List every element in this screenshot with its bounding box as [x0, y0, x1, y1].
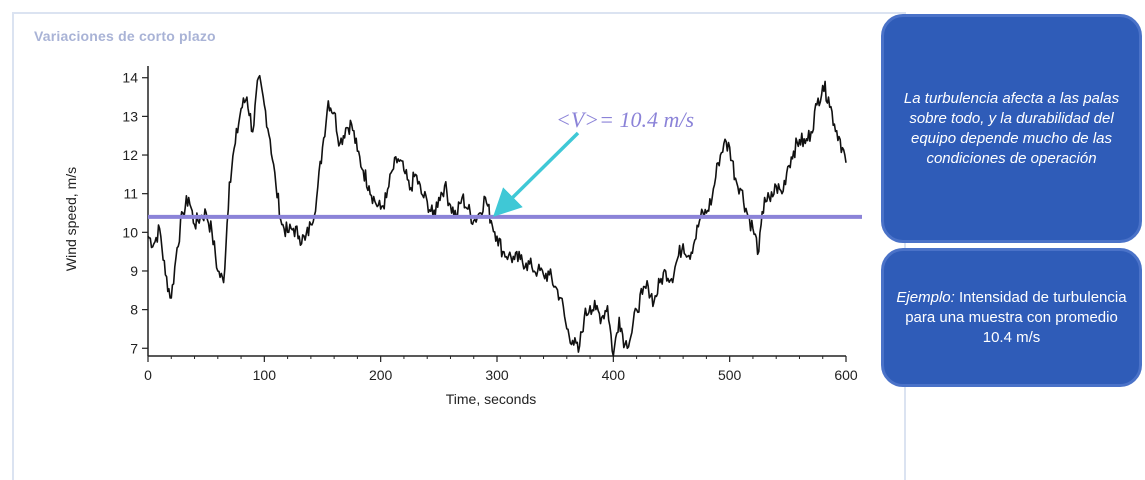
- y-tick-label: 8: [130, 302, 138, 318]
- y-tick-label: 7: [130, 340, 138, 356]
- example-label: Ejemplo:: [896, 288, 955, 306]
- y-axis-label: Wind speed, m/s: [63, 167, 79, 271]
- y-tick-label: 9: [130, 263, 138, 279]
- x-tick-label: 300: [485, 367, 509, 383]
- y-tick-label: 12: [122, 147, 138, 163]
- mean-arrow: [493, 131, 580, 217]
- wind-speed-chart: 0 100 200 300 400 500 600 7 8 9 10 11 12 13 14 Time, se…: [63, 66, 862, 407]
- x-tick-label: 200: [369, 367, 393, 383]
- axes: [147, 66, 846, 357]
- y-tick-label: 14: [122, 70, 138, 86]
- x-tick-label: 400: [602, 367, 626, 383]
- y-tick-label: 13: [122, 108, 138, 124]
- turbulence-note-text: La turbulencia afecta a las palas sobre …: [903, 89, 1120, 167]
- y-tick-label: 10: [122, 224, 138, 240]
- series: [147, 74, 847, 357]
- mean-label: <V>= 10.4 m/s: [556, 107, 694, 132]
- example-callout: Ejemplo: Intensidad de turbulencia para …: [881, 248, 1142, 387]
- annotations: <V>= 10.4 m/s: [148, 107, 862, 219]
- x-tick-label: 600: [834, 367, 858, 383]
- y-tick-label: 11: [123, 186, 138, 202]
- x-tick-label: 100: [253, 367, 277, 383]
- example-text: Ejemplo: Intensidad de turbulencia para …: [896, 288, 1127, 348]
- turbulence-note-callout: La turbulencia afecta a las palas sobre …: [881, 14, 1142, 243]
- x-tick-label: 0: [144, 367, 152, 383]
- x-tick-label: 500: [718, 367, 742, 383]
- panel-title: Variaciones de corto plazo: [34, 28, 216, 44]
- example-body: Intensidad de turbulencia para una muest…: [905, 288, 1127, 346]
- x-axis-label: Time, seconds: [446, 391, 537, 407]
- ticks: 0 100 200 300 400 500 600 7 8 9 10 11 12 13 14 Time, se…: [63, 70, 858, 407]
- wind-speed-line: [147, 74, 847, 357]
